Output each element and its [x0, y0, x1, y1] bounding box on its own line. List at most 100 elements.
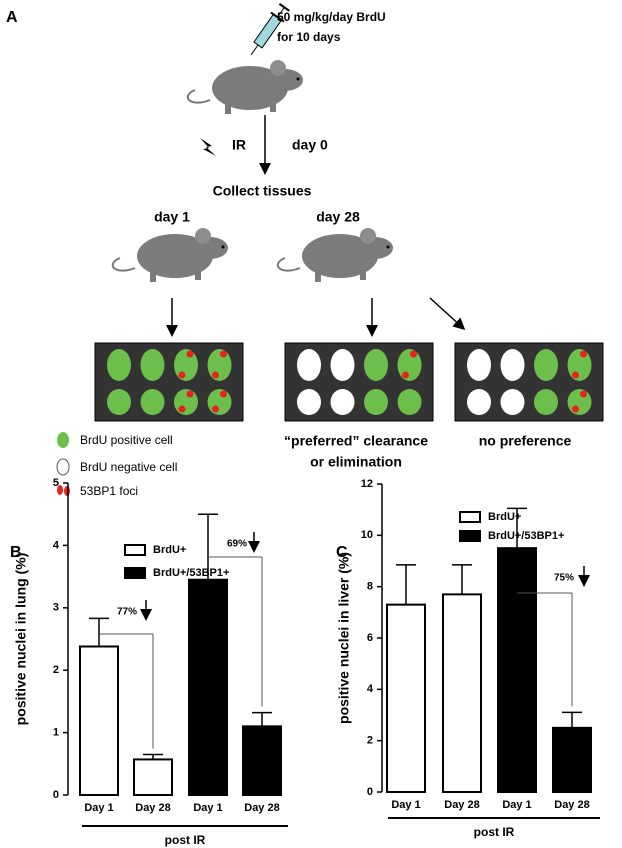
legend-icon — [57, 432, 69, 448]
cell — [174, 389, 198, 415]
outcome-text: “preferred” clearance — [284, 433, 428, 449]
focus — [220, 390, 227, 398]
day28-label: day 28 — [316, 209, 360, 225]
x-tick-label: Day 1 — [193, 802, 222, 814]
focus — [580, 390, 587, 398]
cell — [107, 389, 131, 415]
legend-swatch — [124, 544, 146, 556]
x-tick-label: Day 28 — [444, 799, 479, 811]
x-tick-label: Day 1 — [502, 799, 531, 811]
focus — [402, 371, 409, 379]
focus — [212, 371, 219, 379]
focus — [178, 405, 186, 413]
legend-label: BrdU+/53BP1+ — [153, 567, 229, 579]
y-tick-label: 3 — [53, 602, 59, 614]
legend-text: 53BP1 foci — [80, 484, 138, 498]
focus — [410, 350, 417, 358]
focus — [178, 371, 186, 379]
chart: B 0 1 2 3 4 5 positive nuclei in lung (%) Day 1 D… — [10, 477, 288, 847]
cell — [140, 349, 165, 381]
cell — [207, 389, 232, 415]
legend-icon — [64, 486, 70, 496]
y-tick-label: 5 — [53, 477, 59, 489]
focus — [186, 350, 194, 358]
annotation: 69% — [227, 539, 247, 550]
focus — [572, 371, 579, 379]
outcome-text: no preference — [479, 433, 572, 449]
cell — [397, 349, 422, 381]
y-tick-label: 2 — [367, 735, 373, 747]
bar — [242, 725, 282, 796]
legend-icon — [57, 485, 63, 495]
x-tick-label: Day 1 — [84, 802, 113, 814]
bar — [188, 578, 228, 796]
bar — [386, 603, 426, 794]
y-tick-label: 10 — [361, 529, 373, 541]
day1-label: day 1 — [154, 209, 190, 225]
chart: C 0 2 4 6 8 10 12 positive nuclei in liver (%) Da… — [336, 478, 600, 839]
mouse — [186, 60, 303, 114]
y-axis-label: positive nuclei in liver (%) — [336, 552, 352, 724]
cell — [500, 389, 525, 415]
y-tick-label: 2 — [53, 664, 59, 676]
cell — [297, 389, 321, 415]
outcome-text: or elimination — [310, 454, 402, 470]
duration: for 10 days — [277, 30, 341, 44]
cell — [140, 389, 165, 415]
y-axis-label: positive nuclei in lung (%) — [13, 553, 29, 726]
bar — [442, 593, 482, 793]
y-tick-label: 8 — [367, 581, 373, 593]
y-tick-label: 6 — [367, 632, 373, 644]
legend-label: BrdU+ — [153, 544, 186, 556]
cell — [500, 349, 525, 381]
cell — [107, 349, 131, 381]
lightning — [200, 138, 216, 156]
focus — [572, 405, 579, 413]
cell — [330, 349, 355, 381]
cell — [174, 349, 198, 381]
y-tick-label: 12 — [361, 478, 373, 490]
arrow — [429, 297, 466, 331]
bar — [497, 547, 537, 794]
cell — [364, 349, 388, 381]
cell — [297, 349, 321, 381]
y-tick-label: 0 — [53, 789, 59, 801]
cell — [567, 349, 592, 381]
focus — [186, 390, 194, 398]
y-tick-label: 4 — [53, 539, 60, 551]
x-tick-label: Day 28 — [554, 799, 589, 811]
collect-label: Collect tissues — [213, 183, 312, 199]
y-tick-label: 4 — [367, 683, 374, 695]
cell — [207, 349, 232, 381]
y-tick-label: 0 — [367, 786, 373, 798]
legend-text: BrdU negative cell — [80, 460, 177, 474]
day0-label: day 0 — [292, 137, 328, 153]
bar — [79, 645, 119, 796]
focus — [220, 350, 227, 358]
annotation: 75% — [554, 573, 574, 584]
legend-text: BrdU positive cell — [80, 433, 173, 447]
cell — [364, 389, 388, 415]
legend-swatch — [459, 530, 481, 542]
x-axis-label: post IR — [165, 833, 206, 847]
cell — [330, 389, 355, 415]
x-tick-label: Day 28 — [135, 802, 170, 814]
panel-label: C — [336, 544, 348, 561]
ir-label: IR — [232, 137, 246, 153]
x-axis-label: post IR — [474, 825, 515, 839]
legend-swatch — [124, 567, 146, 579]
diagram: A 50 mg/kg/day BrdU for 10 days IR day 0… — [6, 3, 604, 498]
cell — [534, 389, 558, 415]
x-tick-label: Day 1 — [391, 799, 420, 811]
legend-swatch — [459, 511, 481, 523]
bar — [552, 726, 592, 793]
syringe — [250, 3, 290, 56]
panel-label: A — [6, 9, 18, 26]
legend-label: BrdU+/53BP1+ — [488, 530, 564, 542]
annotation: 77% — [117, 607, 137, 618]
cell — [534, 349, 558, 381]
cell — [467, 389, 491, 415]
dose: 50 mg/kg/day BrdU — [277, 10, 386, 24]
cell — [397, 389, 422, 415]
